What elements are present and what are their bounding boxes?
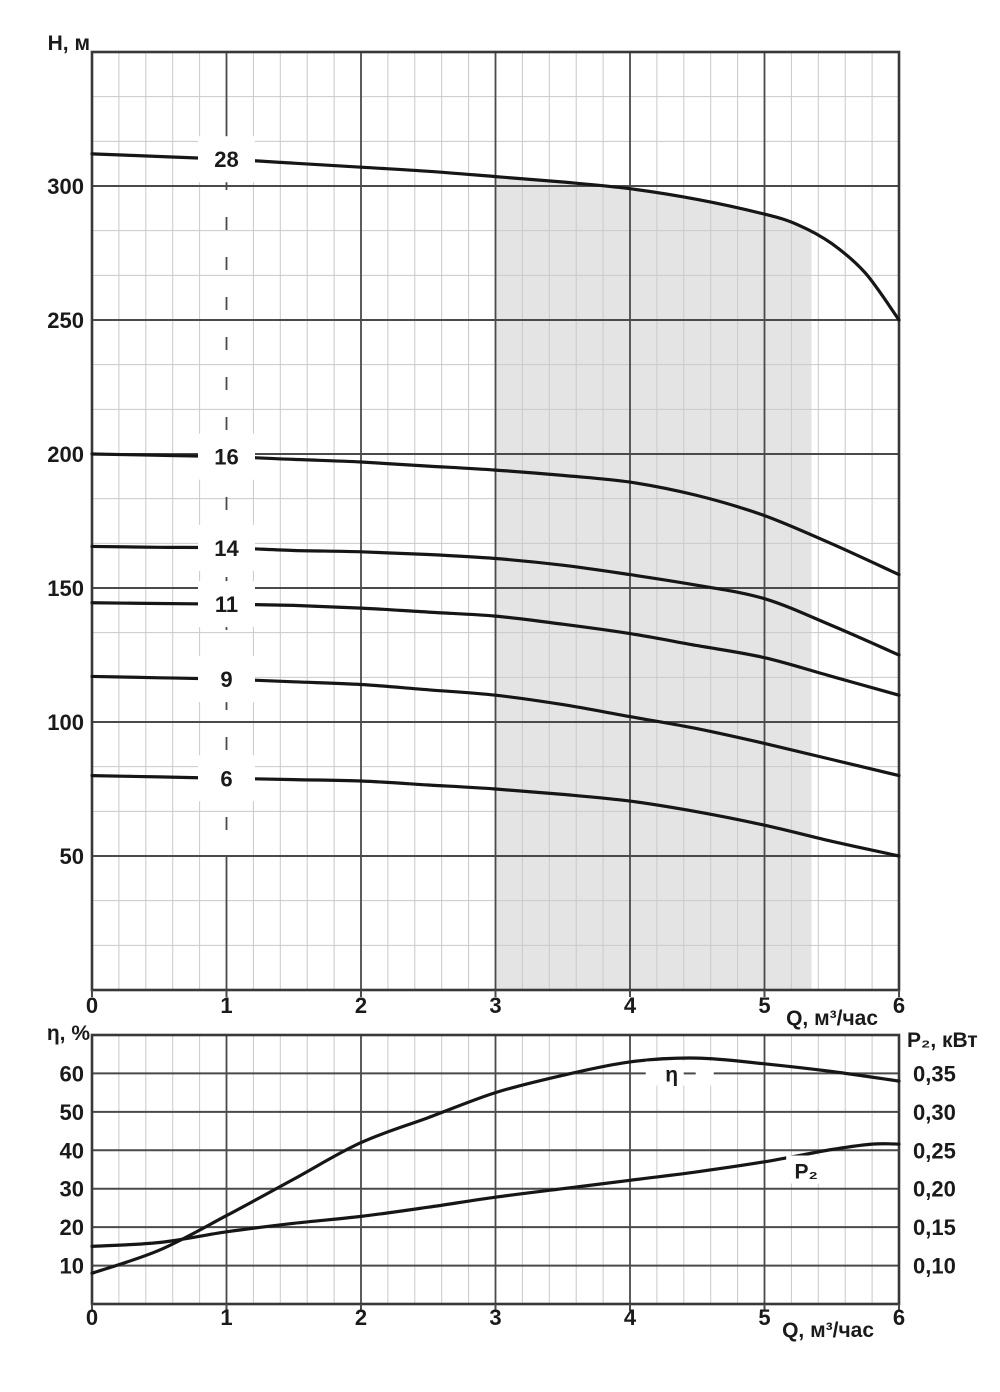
p2-curve-label: P₂	[795, 1161, 818, 1184]
curve-label-box-9	[198, 656, 255, 703]
h-axis-tick-label: 300	[47, 174, 84, 199]
h-axis-tick-label: 50	[60, 844, 84, 869]
bottom-x-tick-label: 0	[86, 1305, 98, 1330]
bottom-x-tick-label: 5	[758, 1305, 770, 1330]
p2-tick-label: 0,30	[913, 1100, 956, 1125]
p2-tick-label: 0,25	[913, 1138, 956, 1163]
top-y-axis-title: Н, м	[48, 32, 90, 55]
top-x-tick-label: 1	[220, 993, 232, 1018]
eta-tick-label: 60	[60, 1061, 84, 1086]
eta-tick-label: 10	[60, 1254, 84, 1279]
p2-axis-title: P₂, кВт	[907, 1029, 978, 1052]
h-axis-tick-label: 150	[47, 576, 84, 601]
efficiency-curve	[90, 1056, 901, 1275]
bottom-x-tick-label: 6	[893, 1305, 905, 1330]
curve-label-box-6	[198, 755, 255, 802]
top-x-tick-label: 0	[86, 993, 98, 1018]
top-x-tick-label: 2	[355, 993, 367, 1018]
curve-label-28: 28	[214, 147, 238, 172]
curve-label-box-28	[198, 136, 255, 183]
curve-label-14: 14	[214, 536, 239, 561]
p2-tick-label: 0,15	[913, 1215, 956, 1240]
bottom-x-tick-label: 1	[220, 1305, 232, 1330]
curve-label-16: 16	[214, 445, 238, 470]
bottom-x-tick-label: 3	[489, 1305, 501, 1330]
eta-tick-label: 30	[60, 1177, 84, 1202]
bottom-x-tick-label: 2	[355, 1305, 367, 1330]
top-x-tick-label: 3	[489, 993, 501, 1018]
h-axis-tick-label: 100	[47, 710, 84, 735]
top-x-tick-label: 4	[624, 993, 637, 1018]
p2-label-box	[786, 1155, 827, 1184]
bottom-x-axis-title: Q, м³/час	[782, 1319, 874, 1342]
curve-label-box-16	[198, 433, 255, 480]
eta-tick-label: 50	[60, 1100, 84, 1125]
eta-curve-label: η	[665, 1063, 678, 1086]
top-x-tick-label: 5	[758, 993, 770, 1018]
curve-label-box-11	[198, 581, 255, 628]
bottom-x-tick-label: 4	[624, 1305, 637, 1330]
h-axis-tick-label: 250	[47, 308, 84, 333]
top-x-tick-label: 6	[893, 993, 905, 1018]
power-curve	[90, 1142, 901, 1248]
eta-axis-title: η, %	[47, 1022, 90, 1045]
top-x-axis-title: Q, м³/час	[786, 1007, 878, 1030]
p2-tick-label: 0,10	[913, 1254, 956, 1279]
h-axis-tick-label: 200	[47, 442, 84, 467]
eta-tick-label: 40	[60, 1138, 84, 1163]
eta-tick-label: 20	[60, 1215, 84, 1240]
curve-label-6: 6	[220, 766, 232, 791]
curve-label-11: 11	[215, 592, 238, 617]
p2-tick-label: 0,35	[913, 1061, 956, 1086]
recommended-operating-zone	[495, 176, 812, 990]
curve-label-box-14	[198, 524, 255, 571]
p2-tick-label: 0,20	[913, 1177, 956, 1202]
curve-label-9: 9	[220, 667, 232, 692]
eta-label-box	[645, 1061, 714, 1086]
